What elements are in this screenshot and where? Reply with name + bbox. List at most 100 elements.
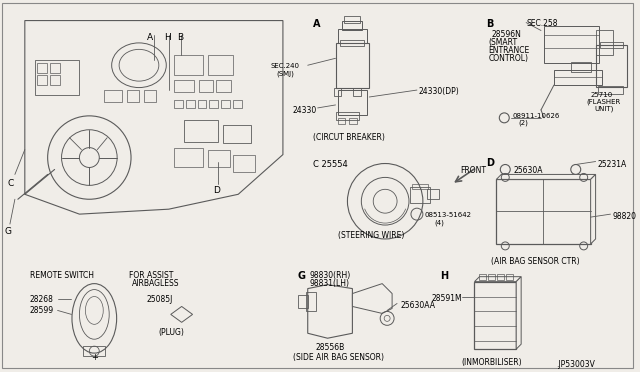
Text: (SMART: (SMART: [488, 38, 518, 48]
Bar: [104, 90, 122, 102]
Bar: [474, 282, 516, 349]
Bar: [412, 185, 428, 189]
Bar: [506, 274, 513, 280]
Bar: [198, 80, 213, 92]
Bar: [83, 346, 105, 356]
Bar: [497, 274, 504, 280]
Text: D: D: [486, 158, 495, 167]
Bar: [233, 100, 242, 108]
Text: CONTROL): CONTROL): [488, 54, 529, 63]
Bar: [600, 42, 623, 48]
Text: G: G: [5, 227, 12, 236]
Text: 25710: 25710: [591, 92, 613, 98]
Text: A: A: [313, 19, 320, 29]
Text: 98820: 98820: [612, 212, 636, 221]
Bar: [186, 100, 195, 108]
Text: +: +: [92, 353, 98, 362]
Polygon shape: [25, 20, 283, 214]
Text: (FLASHER: (FLASHER: [587, 99, 621, 106]
Text: SEC.240: SEC.240: [271, 63, 300, 69]
Text: 08513-51642: 08513-51642: [425, 212, 472, 218]
Text: D: D: [213, 186, 220, 195]
Bar: [349, 118, 357, 124]
Bar: [173, 148, 204, 167]
Text: H: H: [440, 271, 448, 281]
Bar: [209, 100, 218, 108]
Text: UNIT): UNIT): [595, 106, 614, 112]
Text: REMOTE SWITCH: REMOTE SWITCH: [30, 271, 94, 280]
Bar: [221, 100, 230, 108]
Text: (STEERING WIRE): (STEERING WIRE): [337, 231, 404, 240]
Bar: [497, 179, 591, 244]
Bar: [198, 100, 207, 108]
Text: (INMORBILISER): (INMORBILISER): [461, 358, 522, 367]
Bar: [410, 187, 430, 203]
Bar: [36, 75, 47, 85]
Text: AIRBAGLESS: AIRBAGLESS: [132, 279, 180, 288]
Text: H: H: [164, 33, 170, 42]
Bar: [36, 63, 47, 73]
Bar: [479, 274, 486, 280]
Polygon shape: [353, 283, 392, 313]
Bar: [544, 26, 598, 63]
Bar: [233, 155, 255, 173]
Bar: [554, 70, 602, 85]
Bar: [306, 292, 316, 311]
Bar: [427, 189, 439, 199]
Bar: [50, 75, 60, 85]
Text: (PLUG): (PLUG): [159, 328, 185, 337]
Bar: [216, 80, 231, 92]
Text: FRONT: FRONT: [461, 167, 486, 176]
Bar: [344, 16, 360, 23]
Bar: [337, 90, 367, 115]
Text: 08911-10626: 08911-10626: [512, 113, 559, 119]
Bar: [209, 55, 233, 75]
Text: 24330: 24330: [293, 106, 317, 115]
Bar: [127, 90, 139, 102]
Text: A: A: [147, 33, 153, 42]
Polygon shape: [591, 174, 596, 244]
Text: (2): (2): [518, 120, 528, 126]
Bar: [337, 29, 367, 44]
Bar: [335, 112, 359, 120]
Text: G: G: [298, 271, 306, 281]
Text: 25085J: 25085J: [147, 295, 173, 304]
Text: 28599: 28599: [30, 307, 54, 315]
Bar: [173, 55, 204, 75]
Text: C: C: [8, 179, 14, 188]
Bar: [571, 62, 591, 72]
Polygon shape: [474, 277, 521, 282]
Bar: [173, 80, 193, 92]
Text: 28591M: 28591M: [432, 294, 463, 302]
Bar: [353, 88, 362, 96]
Text: 98830(RH): 98830(RH): [310, 271, 351, 280]
Text: B: B: [177, 33, 183, 42]
Bar: [342, 20, 362, 31]
Bar: [596, 45, 627, 87]
Text: 25231A: 25231A: [598, 160, 627, 169]
Bar: [144, 90, 156, 102]
Text: ENTRANCE: ENTRANCE: [488, 46, 530, 55]
Text: FOR ASSIST: FOR ASSIST: [129, 271, 173, 280]
Bar: [335, 44, 369, 88]
Text: (4): (4): [435, 219, 445, 225]
Text: 25630AA: 25630AA: [400, 301, 435, 311]
Text: (SIDE AIR BAG SENSOR): (SIDE AIR BAG SENSOR): [293, 353, 384, 362]
Text: 24330(DP): 24330(DP): [419, 87, 460, 96]
Bar: [209, 150, 230, 167]
Text: .JP53003V: .JP53003V: [556, 360, 595, 369]
Bar: [340, 41, 364, 46]
Polygon shape: [516, 277, 521, 349]
Text: (SMJ): (SMJ): [276, 70, 294, 77]
Polygon shape: [308, 285, 353, 338]
Bar: [598, 86, 623, 94]
Text: 28596N: 28596N: [492, 31, 521, 39]
Text: 98831(LH): 98831(LH): [310, 279, 349, 288]
Text: 28556B: 28556B: [316, 343, 345, 352]
Bar: [50, 63, 60, 73]
Bar: [596, 31, 614, 55]
Text: SEC.258: SEC.258: [526, 19, 557, 28]
Bar: [173, 100, 182, 108]
Bar: [35, 60, 79, 95]
Text: C 25554: C 25554: [313, 160, 348, 169]
